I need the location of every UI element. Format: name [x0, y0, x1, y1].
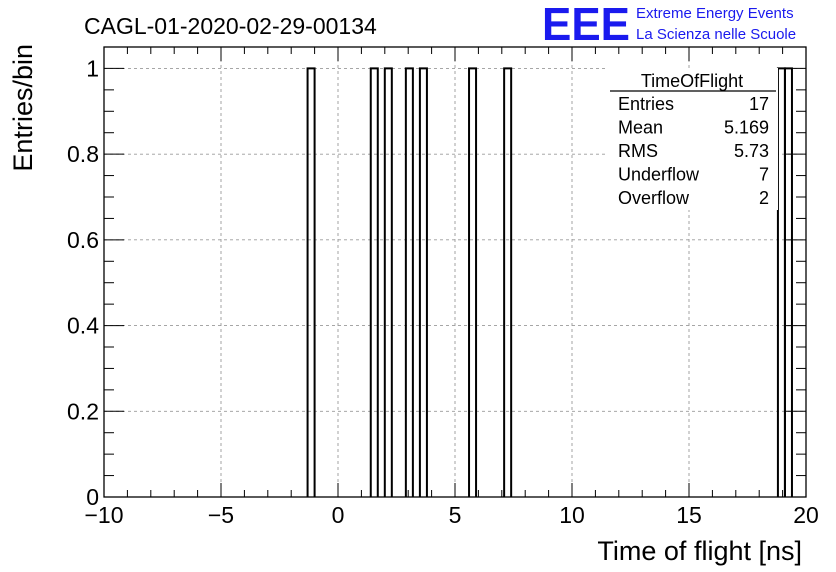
stats-row-value: 5.169	[724, 118, 769, 138]
run-title: CAGL-01-2020-02-29-00134	[84, 13, 377, 39]
stats-rows: Entries 17 Mean 5.169 RMS 5.73 Underflow 7 Overf…	[618, 94, 769, 208]
stats-row-label: Underflow	[618, 165, 700, 185]
histogram-bar	[369, 67, 379, 497]
stats-row-value: 17	[749, 94, 769, 114]
histogram-bar	[306, 67, 316, 497]
y-axis-title: Entries/bin	[8, 44, 38, 172]
logo-line-2: La Scienza nelle Scuole	[636, 26, 796, 43]
x-tick-label: 5	[449, 502, 462, 528]
y-tick-label: 0	[86, 484, 99, 510]
y-tick-label: 0.4	[67, 313, 99, 339]
x-tick-labels: −10 −5 0 5 10 15 20	[84, 502, 818, 528]
stats-box-bg	[608, 68, 778, 210]
histogram-bars	[306, 67, 793, 497]
histogram-bar	[404, 67, 414, 497]
stats-box-title: TimeOfFlight	[641, 71, 743, 91]
histogram-bar	[418, 67, 428, 497]
stats-box: TimeOfFlight Entries 17 Mean 5.169 RMS 5.73 Un…	[608, 68, 778, 210]
y-tick-label: 0.6	[67, 227, 99, 253]
eee-logo: EEE Extreme Energy Events La Scienza nel…	[542, 0, 796, 50]
eee-logo-mark: EEE	[542, 0, 630, 50]
histogram-bar	[776, 67, 786, 497]
histogram-bar	[503, 67, 513, 497]
y-tick-label: 0.8	[67, 141, 99, 167]
logo-line-1: Extreme Energy Events	[636, 5, 794, 22]
y-tick-label: 1	[86, 55, 99, 81]
y-tick-label: 0.2	[67, 398, 99, 424]
stats-row-label: RMS	[618, 141, 658, 161]
x-tick-label: −5	[208, 502, 234, 528]
x-tick-label: 0	[332, 502, 345, 528]
x-tick-label: 15	[676, 502, 702, 528]
x-tick-label: 20	[793, 502, 819, 528]
stats-row-value: 2	[759, 188, 769, 208]
x-tick-label: 10	[559, 502, 585, 528]
stats-row-label: Mean	[618, 118, 663, 138]
stats-row-value: 5.73	[734, 141, 769, 161]
histogram-bar	[383, 67, 393, 497]
x-tick-label: −10	[84, 502, 123, 528]
y-tick-labels: 0 0.2 0.4 0.6 0.8 1	[67, 55, 99, 510]
x-axis-title: Time of flight [ns]	[597, 536, 802, 566]
histogram-bar	[783, 67, 793, 497]
histogram-bar	[468, 67, 478, 497]
stats-row-value: 7	[759, 165, 769, 185]
stats-row-label: Overflow	[618, 188, 690, 208]
stats-row-label: Entries	[618, 94, 674, 114]
axis-ticks	[103, 47, 807, 498]
